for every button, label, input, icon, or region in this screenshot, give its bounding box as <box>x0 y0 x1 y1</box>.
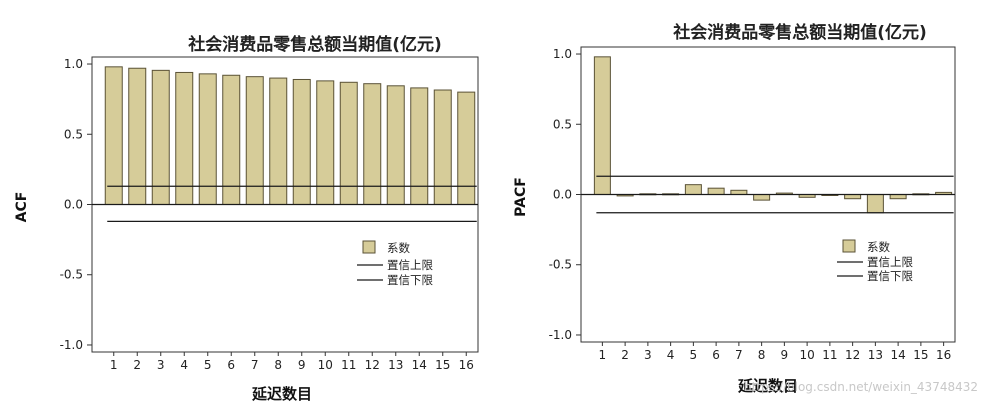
acf-x-tick-label: 16 <box>459 358 474 372</box>
pacf-x-tick-label: 9 <box>781 348 789 362</box>
acf-x-tick-label: 1 <box>110 358 118 372</box>
acf-x-tick-label: 9 <box>298 358 306 372</box>
acf-x-tick-label: 12 <box>365 358 380 372</box>
pacf-x-tick-label: 11 <box>822 348 837 362</box>
pacf-x-tick-label: 13 <box>868 348 883 362</box>
pacf-bar <box>684 184 702 196</box>
pacf-x-tick-label: 8 <box>758 348 766 362</box>
pacf-chart-title: 社会消费品零售总额当期值(亿元) <box>672 22 927 43</box>
pacf-y-tick-label: 0.0 <box>553 188 572 202</box>
acf-x-tick-label: 14 <box>412 358 427 372</box>
acf-legend-item-lower: 置信下限 <box>387 273 433 287</box>
acf-x-axis-label: 延迟数目 <box>251 385 312 403</box>
pacf-legend-swatch <box>842 239 856 253</box>
pacf-x-tick-label: 10 <box>799 348 814 362</box>
pacf-y-tick-label: -1.0 <box>549 328 572 342</box>
acf-bar <box>175 71 194 205</box>
watermark-text: https://blog.csdn.net/weixin_43748432 <box>744 380 978 394</box>
acf-y-tick-label: -0.5 <box>60 268 83 282</box>
acf-x-tick-label: 6 <box>227 358 235 372</box>
acf-x-tick-label: 15 <box>435 358 450 372</box>
pacf-y-axis-label: PACF <box>513 177 529 217</box>
acf-bar <box>198 73 217 205</box>
acf-x-tick-label: 10 <box>318 358 333 372</box>
pacf-legend-item-lower: 置信下限 <box>867 269 913 283</box>
acf-x-tick-label: 3 <box>157 358 165 372</box>
pacf-x-tick-label: 4 <box>667 348 675 362</box>
pacf-y-tick-label: 1.0 <box>553 47 572 61</box>
pacf-bar <box>593 56 611 196</box>
acf-legend: 系数 置信上限 置信下限 <box>357 240 433 287</box>
acf-bar <box>245 76 264 205</box>
pacf-x-tick-label: 15 <box>913 348 928 362</box>
acf-y-tick-label: 0.5 <box>64 127 83 141</box>
pacf-x-tick-label: 5 <box>690 348 698 362</box>
acf-bar <box>269 77 288 205</box>
acf-x-tick-label: 8 <box>274 358 282 372</box>
pacf-plot-area: 1.00.50.0-0.5-1.01 2 3 4 5 6 7 8 9 10 11 12 13 14 15 16 <box>549 46 956 362</box>
pacf-x-tick-label: 14 <box>890 348 905 362</box>
pacf-bar <box>707 187 725 196</box>
acf-plot-area: 1.00.50.0-0.5-1.01 2 3 4 5 6 7 8 9 10 11 12 13 14 15 16 <box>60 56 479 372</box>
pacf-chart: 社会消费品零售总额当期值(亿元) PACF 延迟数目 1.0 0.5 0.0 -0.5… <box>513 22 956 395</box>
acf-legend-item-upper: 置信上限 <box>387 258 433 272</box>
acf-chart-title: 社会消费品零售总额当期值(亿元) <box>187 34 442 55</box>
acf-y-tick-label: 0.0 <box>64 198 83 212</box>
acf-y-axis-label: ACF <box>14 192 30 223</box>
pacf-y-tick-label: -0.5 <box>549 258 572 272</box>
acf-legend-swatch <box>362 240 376 254</box>
acf-x-tick-label: 11 <box>341 358 356 372</box>
acf-x-tick-label: 5 <box>204 358 212 372</box>
acf-bar <box>457 91 476 205</box>
acf-y-tick-label: 1.0 <box>64 57 83 71</box>
pacf-legend-item-coef: 系数 <box>867 240 890 254</box>
acf-bar <box>104 66 123 206</box>
acf-legend-item-coef: 系数 <box>387 241 410 255</box>
pacf-x-tick-label: 16 <box>936 348 951 362</box>
acf-bar <box>433 89 452 205</box>
acf-x-tick-label: 4 <box>180 358 188 372</box>
pacf-y-tick-label: 0.5 <box>553 117 572 131</box>
acf-bar <box>151 69 170 205</box>
pacf-x-tick-label: 1 <box>599 348 607 362</box>
acf-bar <box>222 74 241 205</box>
pacf-bar <box>753 194 771 201</box>
pacf-x-tick-label: 3 <box>644 348 652 362</box>
acf-bar <box>128 67 147 205</box>
pacf-x-tick-label: 7 <box>735 348 743 362</box>
pacf-x-axis-label: 延迟数目 <box>737 377 798 395</box>
acf-x-tick-label: 7 <box>251 358 259 372</box>
pacf-x-tick-label: 2 <box>621 348 629 362</box>
pacf-legend: 系数 置信上限 置信下限 <box>837 239 913 283</box>
acf-x-tick-label: 2 <box>133 358 141 372</box>
pacf-legend-item-upper: 置信上限 <box>867 255 913 269</box>
pacf-x-tick-label: 6 <box>712 348 720 362</box>
pacf-x-tick-label: 12 <box>845 348 860 362</box>
acf-bar <box>410 87 429 205</box>
pacf-bar <box>866 194 884 214</box>
acf-chart: 社会消费品零售总额当期值(亿元) ACF 延迟数目 1.0 0.5 0.0 -0.5 -… <box>14 34 479 403</box>
acf-x-tick-label: 13 <box>388 358 403 372</box>
acf-y-tick-label: -1.0 <box>60 338 83 352</box>
